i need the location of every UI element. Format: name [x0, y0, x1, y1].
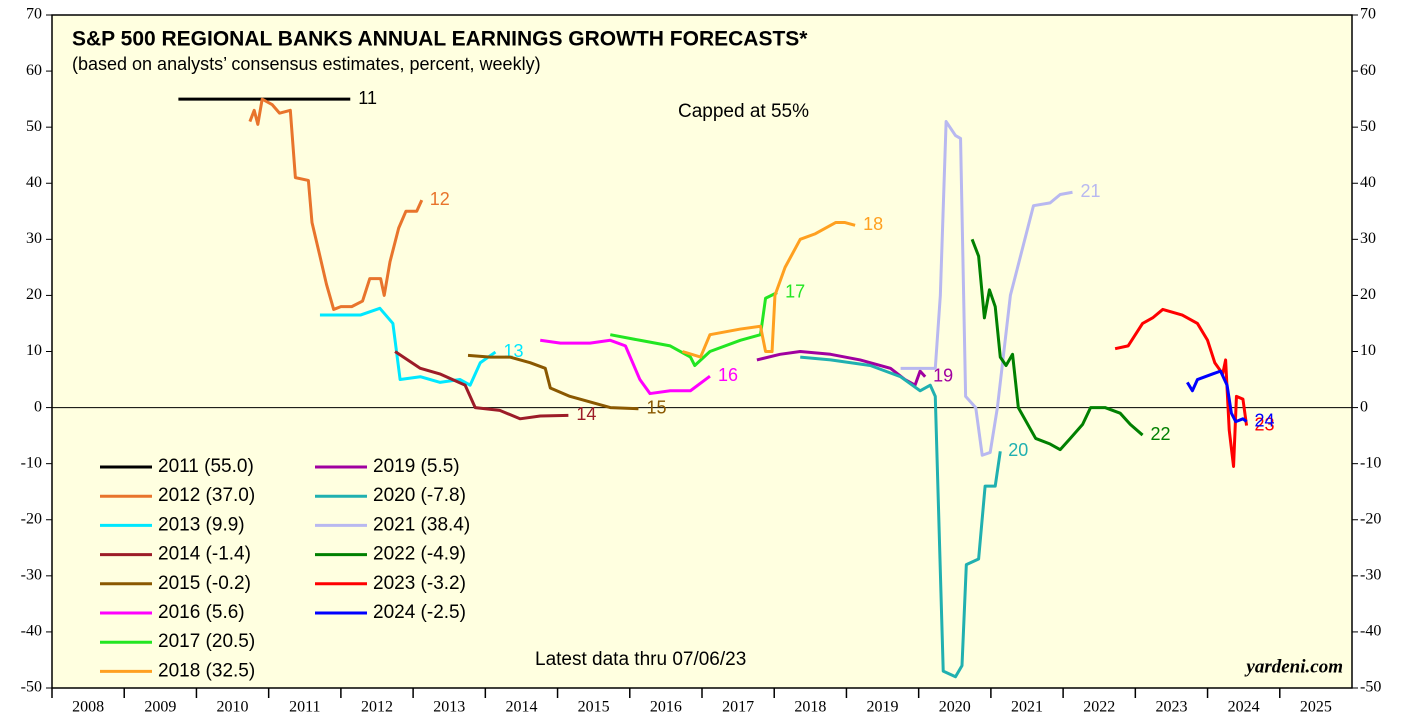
- x-tick-label: 2022: [1083, 699, 1115, 716]
- y2-tick-label: 60: [1360, 62, 1376, 79]
- legend-label: 2014 (-1.4): [158, 544, 251, 565]
- end-label: 14: [576, 404, 596, 424]
- x-tick-label: 2019: [867, 699, 899, 716]
- x-tick-label: 2023: [1155, 699, 1187, 716]
- legend-label: 2016 (5.6): [158, 602, 245, 623]
- x-tick-label: 2012: [361, 699, 393, 716]
- x-tick-label: 2011: [289, 699, 320, 716]
- y-tick-label: -10: [21, 454, 42, 471]
- y-tick-label: 0: [34, 398, 42, 415]
- y-tick-label: 10: [26, 342, 42, 359]
- end-label: 11: [358, 88, 377, 108]
- y2-tick-label: 10: [1360, 342, 1376, 359]
- series-line: [1186, 369, 1248, 424]
- end-label: 12: [430, 189, 450, 209]
- end-label: 15: [646, 397, 666, 417]
- y-tick-label: 70: [26, 6, 42, 23]
- series-line: [682, 221, 856, 359]
- x-tick-label: 2008: [72, 699, 104, 716]
- legend-label: 2017 (20.5): [158, 631, 255, 652]
- y-tick-label: -20: [21, 510, 42, 527]
- y2-tick-label: 50: [1360, 118, 1376, 135]
- x-tick-label: 2016: [650, 699, 682, 716]
- x-tick-label: 2009: [144, 699, 176, 716]
- series-line: [394, 350, 569, 421]
- legend-label: 2018 (32.5): [158, 660, 255, 681]
- chart-subtitle: (based on analysts’ consensus estimates,…: [72, 54, 541, 74]
- end-label: 23: [1255, 414, 1275, 434]
- series-line: [540, 338, 711, 396]
- legend-label: 2024 (-2.5): [373, 602, 466, 623]
- series-line: [900, 120, 1073, 457]
- end-label: 21: [1081, 181, 1101, 201]
- legend-label: 2023 (-3.2): [373, 573, 466, 594]
- y-tick-label: 20: [26, 286, 42, 303]
- x-tick-label: 2014: [505, 699, 537, 716]
- y2-tick-label: 0: [1360, 398, 1368, 415]
- annotation: Latest data thru 07/06/23: [535, 649, 746, 670]
- y-tick-label: 50: [26, 118, 42, 135]
- series-line: [319, 306, 497, 387]
- y-tick-label: -50: [21, 679, 42, 696]
- legend-label: 2020 (-7.8): [373, 485, 466, 506]
- annotation: Capped at 55%: [678, 101, 809, 122]
- legend-label: 2011 (55.0): [158, 456, 254, 477]
- chart-title: S&P 500 REGIONAL BANKS ANNUAL EARNINGS G…: [72, 28, 808, 51]
- y-tick-label: -30: [21, 567, 42, 584]
- series-line: [609, 291, 778, 368]
- x-tick-label: 2025: [1300, 699, 1332, 716]
- y2-tick-label: 30: [1360, 230, 1376, 247]
- y-tick-label: 40: [26, 174, 42, 191]
- series-line: [970, 238, 1144, 452]
- series-line: [248, 97, 424, 311]
- y2-tick-label: 70: [1360, 6, 1376, 23]
- end-label: 17: [785, 281, 805, 301]
- source: yardeni.com: [1244, 656, 1343, 677]
- legend-label: 2022 (-4.9): [373, 544, 466, 565]
- y-tick-label: 30: [26, 230, 42, 247]
- series-line: [467, 353, 639, 411]
- end-label: 16: [718, 365, 738, 385]
- series-line: [800, 355, 1002, 679]
- x-tick-label: 2017: [722, 699, 754, 716]
- y2-tick-label: -10: [1360, 454, 1381, 471]
- x-tick-label: 2010: [217, 699, 249, 716]
- series-line: [1114, 307, 1249, 468]
- y2-tick-label: 20: [1360, 286, 1376, 303]
- y2-tick-label: -20: [1360, 510, 1381, 527]
- y2-tick-label: -50: [1360, 679, 1381, 696]
- x-tick-label: 2020: [939, 699, 971, 716]
- series-line: [756, 350, 927, 387]
- legend-label: 2021 (38.4): [373, 514, 470, 535]
- legend-label: 2012 (37.0): [158, 485, 255, 506]
- end-label: 19: [933, 365, 953, 385]
- x-tick-label: 2015: [578, 699, 610, 716]
- x-tick-label: 2013: [433, 699, 465, 716]
- end-label: 18: [863, 214, 883, 234]
- legend-label: 2015 (-0.2): [158, 573, 251, 594]
- end-label: 22: [1151, 424, 1171, 444]
- end-label: 20: [1008, 440, 1028, 460]
- legend-label: 2019 (5.5): [373, 456, 460, 477]
- y2-tick-label: -30: [1360, 567, 1381, 584]
- y-tick-label: 60: [26, 62, 42, 79]
- y2-tick-label: -40: [1360, 623, 1381, 640]
- y-tick-label: -40: [21, 623, 42, 640]
- y2-tick-label: 40: [1360, 174, 1376, 191]
- legend-label: 2013 (9.9): [158, 514, 245, 535]
- end-label: 24: [1255, 410, 1275, 430]
- x-tick-label: 2021: [1011, 699, 1043, 716]
- x-tick-label: 2024: [1228, 699, 1260, 716]
- x-tick-label: 2018: [794, 699, 826, 716]
